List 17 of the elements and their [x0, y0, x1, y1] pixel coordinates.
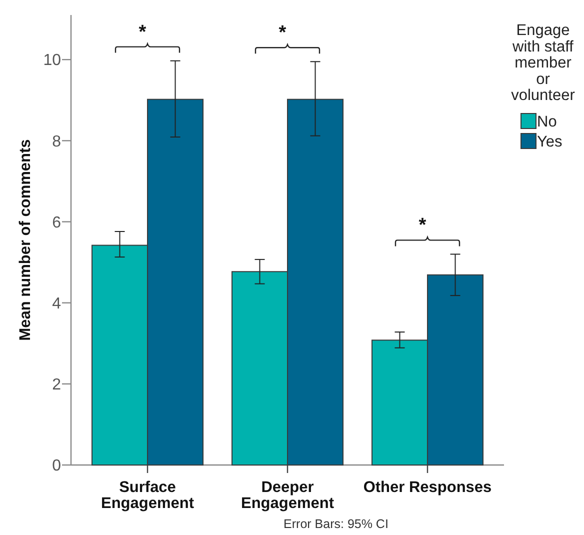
y-tick-label: 8 [52, 133, 62, 150]
y-tick-label: 6 [52, 214, 62, 232]
annotation: * [138, 22, 147, 43]
x-tick-label: Surface Engagement [101, 479, 194, 512]
y-tick-label: 2 [52, 376, 62, 394]
legend-title: Engage with staff member or volunteer [511, 22, 575, 104]
annotation: * [418, 215, 427, 236]
text: Error Bars: 95% CI [284, 517, 388, 531]
y-tick-label: 10 [43, 52, 62, 70]
x-tick-label: Other Responses [363, 479, 492, 496]
y-tick-label: 0 [52, 458, 62, 475]
y-axis-title: Mean number of comments [17, 139, 34, 341]
legend-label: No [537, 114, 557, 130]
x-tick-label: Deeper Engagement [240, 479, 334, 512]
annotation: * [278, 22, 287, 44]
y-tick-label: 4 [52, 295, 62, 312]
legend-label: Yes [537, 134, 563, 150]
